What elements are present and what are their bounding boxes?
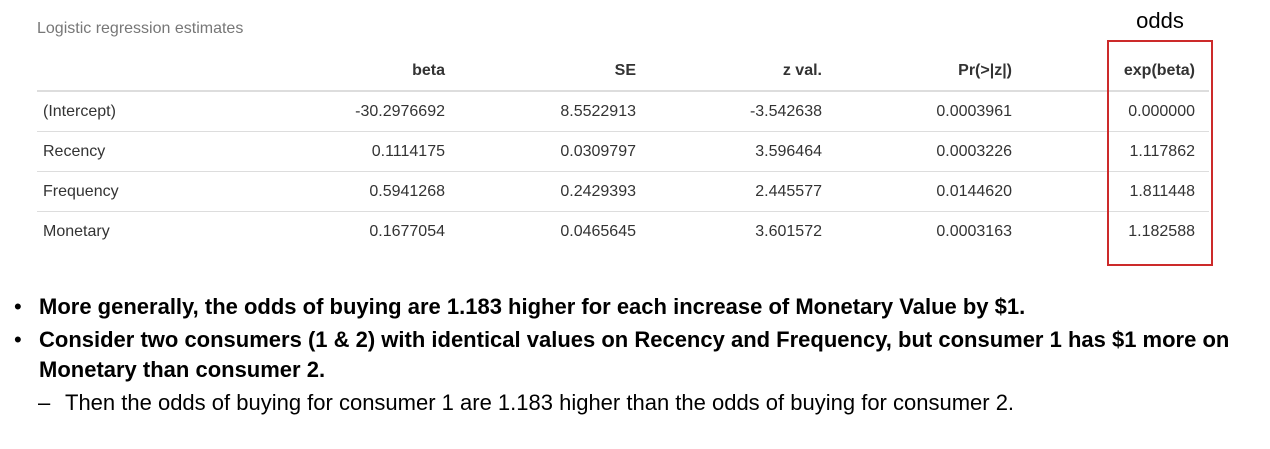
row-label: Frequency <box>37 171 248 212</box>
column-header-rowname <box>37 52 248 92</box>
cell-zval: 3.601572 <box>650 211 836 251</box>
sub-bullet-item: – Then the odds of buying for consumer 1… <box>14 388 1244 418</box>
table-row: Frequency 0.5941268 0.2429393 2.445577 0… <box>37 171 1209 212</box>
regression-table: beta SE z val. Pr(>|z|) exp(beta) (Inter… <box>37 52 1209 251</box>
bullet-item: • More generally, the odds of buying are… <box>14 292 1244 322</box>
column-header-se: SE <box>459 52 650 92</box>
cell-exp-beta: 1.117862 <box>1026 131 1209 172</box>
cell-se: 8.5522913 <box>560 102 636 120</box>
cell-pvalue: 0.0003961 <box>936 102 1012 120</box>
cell-se: 0.2429393 <box>459 171 650 212</box>
cell-beta: 0.1114175 <box>248 131 459 172</box>
table-header-row: beta SE z val. Pr(>|z|) exp(beta) <box>37 52 1209 92</box>
column-header-zval: z val. <box>650 52 836 92</box>
bullet-marker: • <box>14 294 22 319</box>
cell-pvalue: 0.0003163 <box>836 211 1026 251</box>
column-header-pvalue: Pr(>|z|) <box>836 52 1026 92</box>
column-header-exp-beta: exp(beta) <box>1026 52 1209 92</box>
cell-zval: -3.542638 <box>749 102 822 120</box>
cell-pvalue: 0.0003226 <box>836 131 1026 172</box>
sub-bullet-marker: – <box>38 390 51 415</box>
table-row: (Intercept) -30.2976692 8.5522913 -3.542… <box>37 91 1209 132</box>
table-row: Monetary 0.1677054 0.0465645 3.601572 0.… <box>37 211 1209 251</box>
bullet-item: • Consider two consumers (1 & 2) with id… <box>14 325 1244 385</box>
bullet-marker: • <box>14 327 22 352</box>
odds-column-highlight-box <box>1107 40 1213 266</box>
column-header-beta: beta <box>248 52 459 92</box>
table-caption: Logistic regression estimates <box>37 20 244 37</box>
cell-exp-beta: 1.811448 <box>1026 171 1209 212</box>
cell-se: 0.0465645 <box>459 211 650 251</box>
cell-pvalue: 0.0144620 <box>836 171 1026 212</box>
row-label: (Intercept) <box>43 102 116 120</box>
odds-annotation-label: odds <box>1136 8 1184 33</box>
cell-beta: 0.5941268 <box>248 171 459 212</box>
cell-zval: 3.596464 <box>650 131 836 172</box>
bullet-text: More generally, the odds of buying are 1… <box>39 294 1026 319</box>
sub-bullet-text: Then the odds of buying for consumer 1 a… <box>65 390 1015 415</box>
bullet-text: Consider two consumers (1 & 2) with iden… <box>39 327 1230 382</box>
row-label: Monetary <box>37 211 248 251</box>
cell-zval: 2.445577 <box>650 171 836 212</box>
row-label: Recency <box>37 131 248 172</box>
table-row: Recency 0.1114175 0.0309797 3.596464 0.0… <box>37 131 1209 172</box>
cell-se: 0.0309797 <box>459 131 650 172</box>
cell-beta: -30.2976692 <box>355 102 445 120</box>
cell-exp-beta: 0.000000 <box>1128 102 1195 120</box>
cell-beta: 0.1677054 <box>248 211 459 251</box>
cell-exp-beta: 1.182588 <box>1026 211 1209 251</box>
explanation-bullets: • More generally, the odds of buying are… <box>14 292 1244 418</box>
